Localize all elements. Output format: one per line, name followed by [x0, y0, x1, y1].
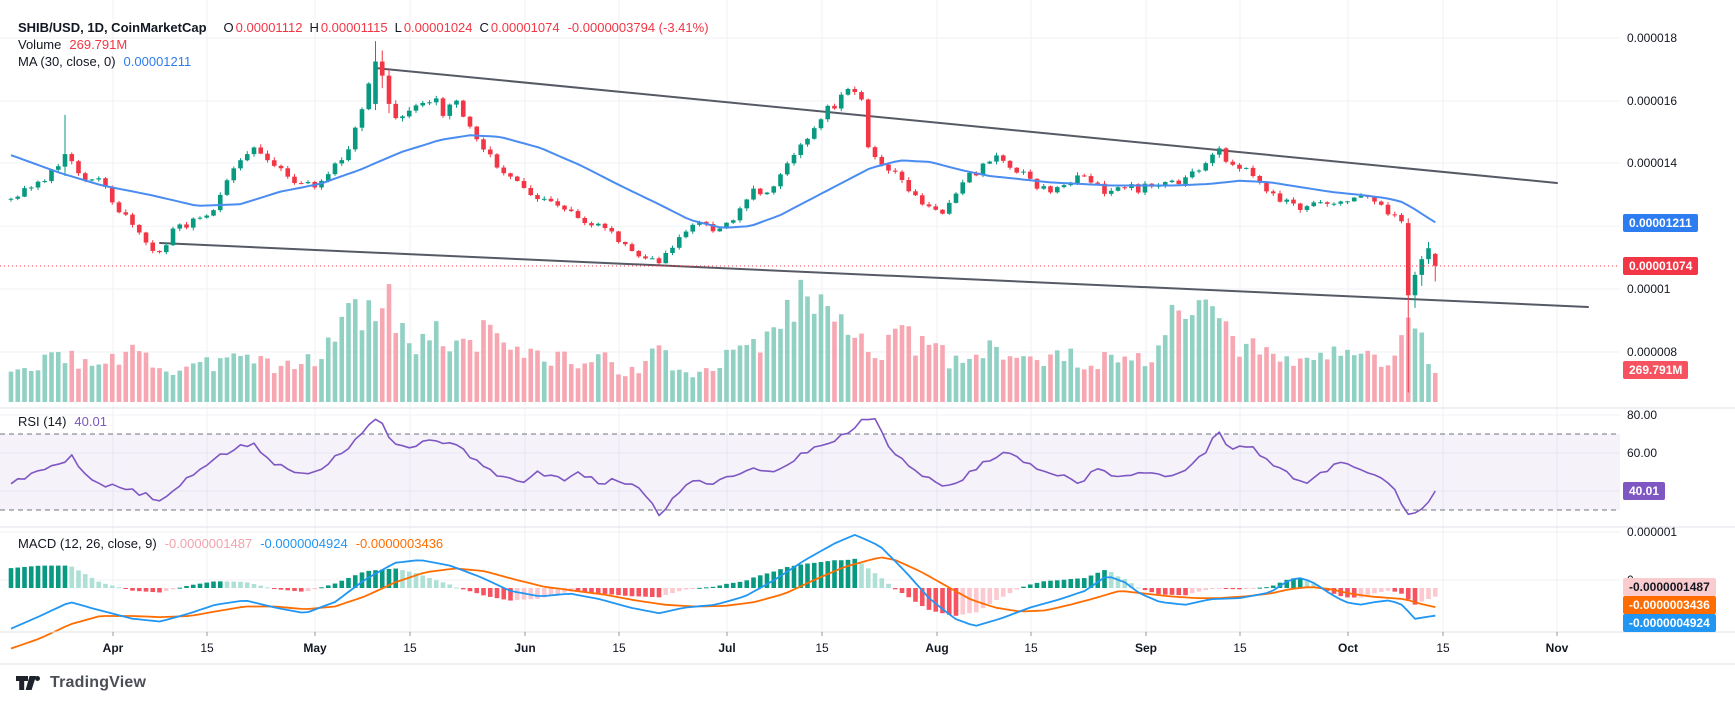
axis-value-badge: -0.0000004924	[1623, 614, 1716, 632]
axis-tick-label: 80.00	[1627, 408, 1658, 422]
axis-value-badge: -0.0000003436	[1623, 596, 1716, 614]
axis-tick-label: 0.000001	[1627, 525, 1678, 539]
rsi-label: RSI (14)	[18, 414, 67, 429]
axis-value-badge: 0.00001211	[1623, 214, 1698, 232]
axis-tick-label: 0.000014	[1627, 156, 1678, 170]
ohlc-value-H: 0.00001115	[320, 20, 388, 35]
time-tick-label-15: 15	[403, 641, 417, 655]
ohlc-key-L: L	[394, 20, 402, 35]
macd-signal-value: -0.0000003436	[355, 536, 444, 551]
legend-ma-row: MA (30, close, 0) 0.00001211	[18, 54, 191, 69]
trendlines	[159, 67, 1589, 308]
time-tick-label-15: 15	[1436, 641, 1450, 655]
ohlc-key-C: C	[479, 20, 489, 35]
change-value: -0.0000003794 (-3.41%)	[567, 20, 709, 35]
ohlc-values: O 0.00001112 H 0.00001115 L 0.00001024 C 0.0000…	[217, 20, 560, 35]
axis-tick-label: 0.000016	[1627, 94, 1678, 108]
volume-bars	[8, 279, 1438, 402]
time-tick-label-15: 15	[1233, 641, 1247, 655]
ohlc-value-L: 0.00001024	[403, 20, 473, 35]
panel-separators	[0, 407, 1735, 665]
ohlc-key-H: H	[309, 20, 319, 35]
rsi-band	[0, 433, 1620, 511]
time-tick-label-15: 15	[200, 641, 214, 655]
rsi-value: 40.01	[74, 414, 107, 429]
axis-value-badge: 0.00001074	[1623, 257, 1699, 275]
time-tick-label-jul: Jul	[718, 641, 736, 655]
legend-price-row: SHIB/USD, 1D, CoinMarketCap O 0.00001112 H 0…	[18, 20, 709, 35]
ma-value: 0.00001211	[123, 54, 192, 69]
macd-histogram	[8, 558, 1438, 616]
brand-footer: TradingView	[16, 674, 146, 692]
legend-rsi-row: RSI (14) 40.01	[18, 414, 107, 429]
macd-line-value: -0.0000004924	[260, 536, 348, 551]
axis-tick-label: 0.000018	[1627, 31, 1678, 45]
symbol-title: SHIB/USD, 1D, CoinMarketCap	[18, 20, 207, 35]
tradingview-logo-icon[interactable]	[16, 675, 42, 691]
ohlc-value-O: 0.00001112	[235, 20, 303, 35]
macd-label: MACD (12, 26, close, 9)	[18, 536, 157, 551]
axis-value-badge: 269.791M	[1623, 361, 1689, 379]
time-tick-label-may: May	[303, 641, 327, 655]
axis-tick-label: 0.00001	[1627, 282, 1671, 296]
axis-value-badge: -0.0000001487	[1623, 578, 1716, 596]
rsi-line	[10, 418, 1436, 517]
time-tick-label-aug: Aug	[925, 641, 949, 655]
ohlc-value-C: 0.00001074	[490, 20, 560, 35]
macd-signal-line	[10, 556, 1436, 650]
axis-value-badge: 40.01	[1623, 482, 1666, 500]
macd-main-line	[10, 534, 1436, 630]
time-tick-label-15: 15	[815, 641, 829, 655]
time-tick-label-nov: Nov	[1545, 641, 1569, 655]
ma-label: MA (30, close, 0)	[18, 54, 116, 69]
legend-volume-row: Volume 269.791M	[18, 37, 127, 52]
volume-value: 269.791M	[69, 37, 128, 52]
ohlc-key-O: O	[223, 20, 234, 35]
axis-tick-label: 0.000008	[1627, 345, 1678, 359]
ma-line	[10, 134, 1436, 229]
time-tick-label-15: 15	[612, 641, 626, 655]
time-tick-label-jun: Jun	[514, 641, 536, 655]
time-tick-label-apr: Apr	[102, 641, 124, 655]
time-tick-label-sep: Sep	[1134, 641, 1158, 655]
time-tick-label-15: 15	[1024, 641, 1038, 655]
legend-macd-row: MACD (12, 26, close, 9) -0.0000001487 -0.0…	[18, 536, 443, 551]
time-tick-label-oct: Oct	[1337, 641, 1359, 655]
axis-tick-label: 60.00	[1627, 446, 1658, 460]
macd-hist-value: -0.0000001487	[164, 536, 253, 551]
volume-label: Volume	[18, 37, 62, 52]
time-axis-ticks	[112, 632, 1558, 636]
candles	[8, 41, 1438, 393]
brand-name: TradingView	[50, 674, 147, 691]
